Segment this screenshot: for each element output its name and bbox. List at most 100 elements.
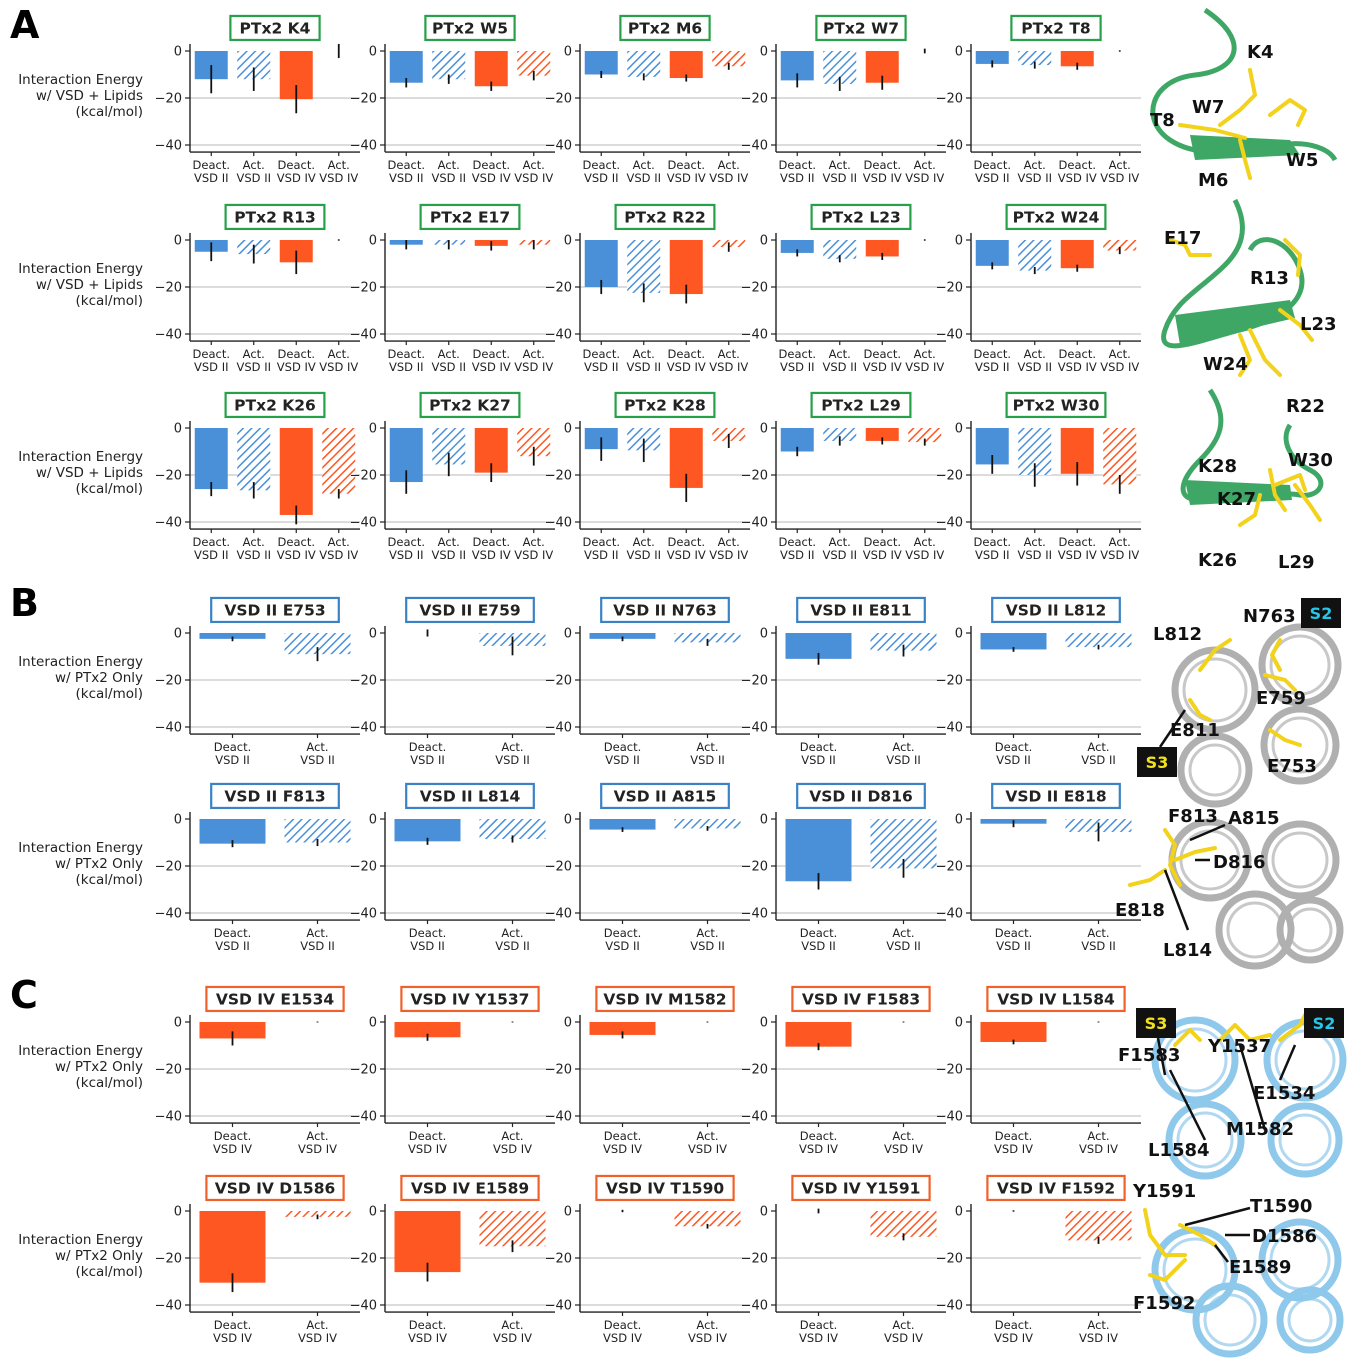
x-tick-label: Act. xyxy=(892,926,914,940)
bar xyxy=(865,428,899,441)
chart-title: VSD IV Y1591 xyxy=(802,1179,921,1197)
x-tick-label: VSD IV xyxy=(472,171,511,185)
chart-title: PTx2 L29 xyxy=(821,396,901,414)
y-axis-label: Interaction Energy xyxy=(18,840,143,856)
residue-label: R22 xyxy=(1286,396,1325,417)
x-tick-label: VSD II xyxy=(801,753,835,767)
chart-title-frame xyxy=(224,391,326,419)
residue-label: W24 xyxy=(1203,354,1248,375)
helix xyxy=(1276,1286,1344,1354)
y-tick-label: −40 xyxy=(936,721,963,736)
x-tick-label: Act. xyxy=(306,1129,328,1143)
panel-letters: A B C xyxy=(10,3,40,1017)
y-tick-label: −40 xyxy=(545,139,572,154)
helix-inner xyxy=(1162,1027,1228,1093)
helix-inner xyxy=(1162,1237,1228,1303)
x-tick-label: VSD IV xyxy=(1100,171,1139,185)
bar xyxy=(674,633,741,643)
chart-title: VSD II L814 xyxy=(420,787,521,805)
x-tick-label: VSD II xyxy=(1018,171,1052,185)
y-tick-label: −40 xyxy=(350,516,377,531)
segment-label: S3 xyxy=(1146,753,1169,772)
y-tick-label: −20 xyxy=(936,674,963,689)
x-tick-label: VSD II xyxy=(780,360,814,374)
vsd4-structure-1: S3 S2 F1583 Y1537 E1534 M1582 L1584 xyxy=(1118,1008,1347,1180)
x-tick-label: VSD IV xyxy=(905,360,944,374)
y-tick-label: −20 xyxy=(936,1063,963,1078)
chart-title: PTx2 W30 xyxy=(1013,396,1100,414)
y-tick-label: −40 xyxy=(155,721,182,736)
x-tick-label: VSD IV xyxy=(799,1142,838,1156)
x-tick-label: Act. xyxy=(501,740,523,754)
vsd4-structure-2: Y1591 T1590 D1586 E1589 F1592 xyxy=(1132,1181,1344,1358)
chart-title: PTx2 K4 xyxy=(240,19,311,37)
y-tick-label: −20 xyxy=(545,1252,572,1267)
x-tick-label: Act. xyxy=(243,158,265,172)
chart-title-frame xyxy=(986,1174,1126,1202)
bar xyxy=(980,1022,1047,1042)
x-tick-label: Deact. xyxy=(604,740,641,754)
label-pointer xyxy=(1156,1037,1167,1076)
residue-label: D1586 xyxy=(1252,1226,1317,1247)
side-chain xyxy=(1173,846,1217,862)
x-tick-label: Act. xyxy=(718,158,740,172)
x-tick-label: Deact. xyxy=(583,347,620,361)
bar xyxy=(1018,240,1052,271)
x-tick-label: VSD IV xyxy=(1058,171,1097,185)
y-tick-label: −40 xyxy=(350,721,377,736)
x-tick-label: VSD IV xyxy=(863,171,902,185)
chart-title-frame xyxy=(810,203,912,231)
segment-label-box xyxy=(1301,598,1341,628)
x-tick-label: Act. xyxy=(1024,535,1046,549)
bar xyxy=(237,428,271,491)
x-tick-label: Act. xyxy=(829,158,851,172)
x-tick-label: Act. xyxy=(914,158,936,172)
residue-label: L29 xyxy=(1278,552,1315,573)
panel-letter-c: C xyxy=(10,973,38,1017)
x-tick-label: VSD IV xyxy=(799,1331,838,1345)
y-tick-label: −40 xyxy=(350,1299,377,1314)
side-chain xyxy=(1238,493,1262,527)
y-axis-label: w/ VSD + Lipids xyxy=(36,277,143,293)
x-tick-label: VSD IV xyxy=(1058,360,1097,374)
x-tick-label: VSD II xyxy=(823,360,857,374)
y-axis-label: w/ VSD + Lipids xyxy=(36,88,143,104)
y-tick-label: 0 xyxy=(955,234,963,249)
residue-label: K27 xyxy=(1217,489,1256,510)
y-axis-label: w/ PTx2 Only xyxy=(55,1059,143,1075)
y-tick-label: −20 xyxy=(155,1063,182,1078)
side-chain xyxy=(1163,828,1182,887)
x-tick-label: Act. xyxy=(718,535,740,549)
side-chain xyxy=(1268,98,1307,127)
y-tick-label: −40 xyxy=(350,1110,377,1125)
y-axis-label: w/ VSD + Lipids xyxy=(36,465,143,481)
y-tick-label: −20 xyxy=(545,92,572,107)
helix xyxy=(1267,1102,1343,1178)
y-axis-label: (kcal/mol) xyxy=(75,1075,143,1091)
bar xyxy=(975,240,1009,266)
x-tick-label: VSD IV xyxy=(994,1142,1033,1156)
side-chain xyxy=(1218,68,1257,127)
x-tick-label: Deact. xyxy=(278,535,315,549)
y-tick-label: 0 xyxy=(955,422,963,437)
y-tick-label: −40 xyxy=(936,1299,963,1314)
x-tick-label: Deact. xyxy=(473,347,510,361)
residue-label: E818 xyxy=(1115,900,1165,921)
x-tick-label: Deact. xyxy=(583,158,620,172)
x-tick-label: VSD IV xyxy=(319,171,358,185)
bar xyxy=(199,819,266,844)
x-tick-label: Deact. xyxy=(995,1129,1032,1143)
residue-label: L814 xyxy=(1163,940,1212,961)
x-tick-label: VSD II xyxy=(886,939,920,953)
x-tick-label: VSD II xyxy=(627,360,661,374)
bar xyxy=(479,819,546,839)
bar xyxy=(780,428,814,452)
helix-inner xyxy=(1269,634,1331,696)
x-tick-label: Deact. xyxy=(800,1318,837,1332)
